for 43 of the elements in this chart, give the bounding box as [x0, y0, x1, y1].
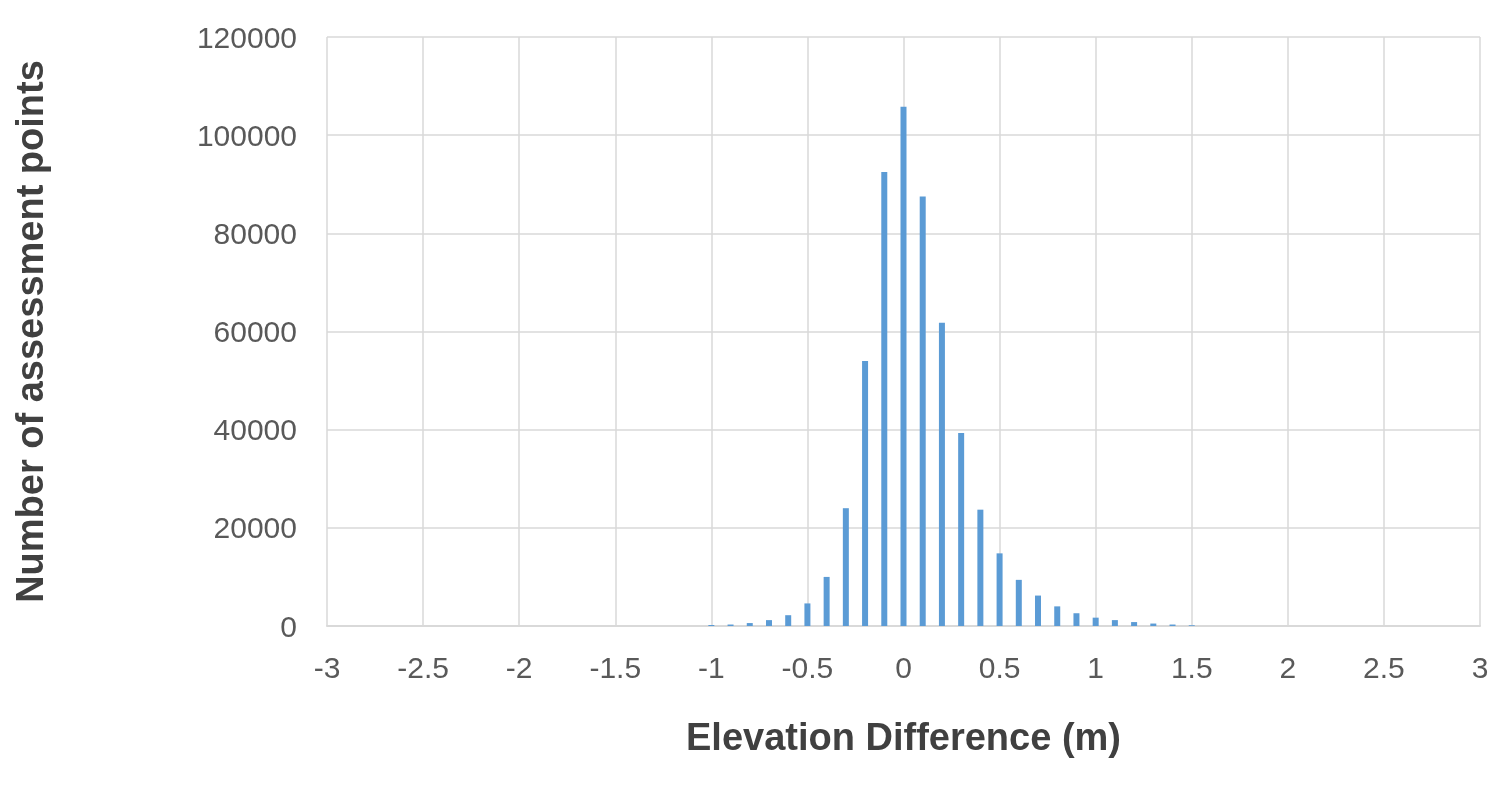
x-tick-label: -2.5 [397, 650, 449, 684]
y-tick-label: 80000 [213, 216, 297, 250]
bar [958, 433, 965, 626]
bar [1111, 620, 1118, 626]
bar [823, 576, 830, 626]
y-tick-label: 40000 [213, 413, 297, 447]
y-tick-label: 100000 [196, 118, 297, 152]
x-axis-title: Elevation Difference (m) [686, 716, 1121, 758]
bar [900, 106, 907, 626]
x-tick-label: 3 [1471, 650, 1489, 684]
y-tick-label: 20000 [213, 511, 297, 545]
x-tick-label: 1 [1087, 650, 1105, 684]
bar [746, 623, 753, 626]
x-tick-label: -2 [505, 650, 533, 684]
bar [804, 603, 811, 626]
x-tick-label: 2 [1279, 650, 1297, 684]
bar [1015, 579, 1022, 626]
bar [785, 615, 792, 626]
bar [862, 360, 869, 626]
bar [765, 620, 772, 626]
y-tick-label: 120000 [196, 20, 297, 54]
bar [1073, 613, 1080, 626]
x-tick-label: 0 [895, 650, 912, 684]
bar [1054, 606, 1061, 626]
x-tick-label: 2.5 [1363, 650, 1405, 684]
y-tick-label: 60000 [213, 315, 297, 348]
x-tick-label: -3 [313, 650, 341, 684]
y-axis-title: Number of assessment points [9, 60, 51, 603]
x-tick-label: -1.5 [589, 650, 642, 684]
bar [881, 171, 888, 626]
y-tick-label: 0 [280, 609, 297, 643]
bar [842, 508, 849, 626]
bar [919, 196, 926, 626]
x-tick-label: 1.5 [1170, 650, 1213, 684]
x-tick-label: 0.5 [978, 650, 1021, 684]
x-tick-label: -1 [697, 650, 725, 684]
bar [938, 322, 945, 626]
bar [996, 553, 1003, 626]
bar [1131, 622, 1138, 626]
bar [977, 509, 984, 626]
bar [1092, 617, 1099, 626]
bar [1035, 595, 1042, 626]
x-tick-label: -0.5 [781, 650, 834, 684]
